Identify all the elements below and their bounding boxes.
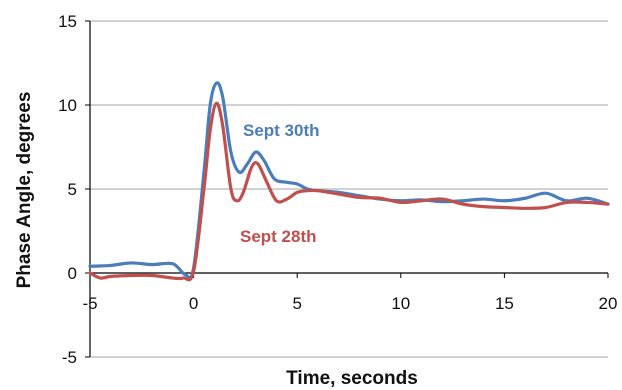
x-tick-label: 10 [391,294,410,313]
x-tick-label: 20 [599,294,618,313]
y-tick-label: 15 [58,12,77,31]
y-tick-label: 5 [68,180,77,199]
series-line-sept-28th [88,101,610,282]
series-lines [88,81,610,282]
x-axis-title: Time, seconds [286,368,418,389]
series-label-sept-28th: Sept 28th [240,227,317,246]
x-tick-label: 15 [495,294,514,313]
y-tick-label: 10 [58,96,77,115]
y-tick-label: -5 [62,348,77,367]
series-line-sept-30th [88,81,610,280]
gridlines [90,20,608,358]
series-label-sept-30th: Sept 30th [243,121,320,140]
tick-labels: -5 0 5 10 15 -5 0 5 10 15 20 [58,12,617,367]
x-tick-label: 5 [292,294,301,313]
x-tick-label: -5 [82,294,97,313]
y-axis-title: Phase Angle, degrees [14,92,35,289]
x-tick-label: 0 [189,294,198,313]
y-tick-label: 0 [68,264,77,283]
